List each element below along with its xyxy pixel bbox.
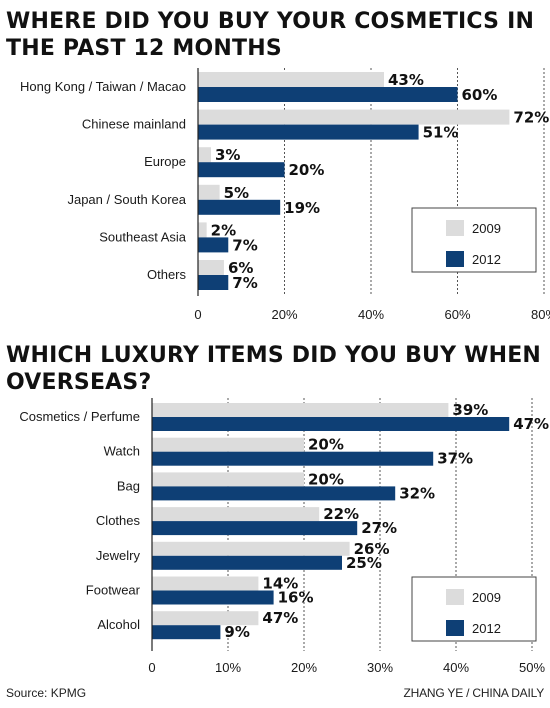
chart-2-title: WHICH LUXURY ITEMS DID YOU BUY WHEN OVER…: [6, 343, 542, 395]
category-label: Clothes: [96, 513, 141, 528]
bar-2009: [152, 507, 320, 522]
x-tick-label: 80%: [531, 307, 550, 322]
value-label-2012: 7%: [232, 274, 257, 292]
x-tick-label: 40%: [443, 660, 469, 675]
category-label: Footwear: [86, 583, 141, 598]
bar-2012: [152, 625, 221, 640]
bar-2009: [152, 437, 304, 452]
category-label: Alcohol: [97, 617, 140, 632]
value-label-2009: 22%: [323, 505, 359, 523]
bar-2009: [198, 260, 224, 275]
bar-2012: [152, 590, 274, 605]
value-label-2009: 39%: [452, 401, 488, 419]
bar-2009: [152, 403, 449, 417]
bar-2012: [198, 199, 281, 215]
x-tick-label: 40%: [358, 307, 384, 322]
bar-2009: [198, 72, 384, 87]
bar-2012: [198, 162, 285, 178]
x-tick-label: 10%: [215, 660, 241, 675]
value-label-2009: 43%: [388, 71, 424, 89]
category-label: Chinese mainland: [82, 117, 186, 132]
legend-swatch-2012: [446, 251, 464, 267]
category-label: Japan / South Korea: [67, 192, 186, 207]
category-label: Jewelry: [96, 548, 141, 563]
category-label: Hong Kong / Taiwan / Macao: [20, 79, 186, 94]
legend-swatch-2009: [446, 220, 464, 236]
credit-line: ZHANG YE / CHINA DAILY: [403, 686, 544, 700]
legend-label-2012: 2012: [472, 252, 501, 267]
x-tick-label: 20%: [291, 660, 317, 675]
bar-2012: [152, 521, 358, 536]
value-label-2012: 32%: [399, 484, 435, 502]
value-label-2012: 16%: [278, 589, 314, 607]
value-label-2012: 7%: [232, 236, 257, 254]
category-label: Others: [147, 267, 187, 282]
value-label-2009: 20%: [308, 470, 344, 488]
bar-2012: [198, 124, 419, 140]
bar-2009: [152, 541, 350, 556]
value-label-2012: 60%: [462, 86, 498, 104]
value-label-2012: 37%: [437, 450, 473, 468]
value-label-2009: 14%: [262, 575, 298, 593]
value-label-2009: 47%: [262, 609, 298, 627]
value-label-2012: 19%: [284, 199, 320, 217]
category-label: Watch: [104, 444, 140, 459]
chart-1-title: WHERE DID YOU BUY YOUR COSMETICS IN THE …: [6, 9, 535, 61]
category-label: Bag: [117, 478, 140, 493]
value-label-2009: 2%: [211, 221, 236, 239]
value-label-2012: 51%: [423, 124, 459, 142]
bar-2009: [152, 611, 259, 626]
bar-2009: [152, 472, 304, 487]
bar-2012: [152, 417, 510, 431]
legend-swatch-2009: [446, 589, 464, 605]
x-tick-label: 20%: [271, 307, 297, 322]
bar-2012: [152, 555, 342, 570]
bar-2009: [198, 222, 207, 238]
value-label-2009: 26%: [354, 540, 390, 558]
bar-2009: [198, 147, 211, 163]
x-tick-label: 0: [194, 307, 201, 322]
value-label-2009: 6%: [228, 259, 253, 277]
x-tick-label: 60%: [444, 307, 470, 322]
bar-2012: [152, 451, 434, 466]
bar-2012: [198, 275, 229, 290]
legend-box: [411, 207, 537, 273]
value-label-2012: 25%: [346, 554, 382, 572]
value-label-2012: 9%: [224, 623, 249, 641]
category-label: Cosmetics / Perfume: [19, 409, 140, 424]
legend-box: [411, 576, 537, 642]
x-tick-label: 50%: [519, 660, 545, 675]
chart-1-plot: Hong Kong / Taiwan / Macao 43% 60% Chinese …: [20, 68, 550, 322]
value-label-2009: 20%: [308, 436, 344, 454]
category-label: Europe: [144, 154, 186, 169]
x-tick-label: 0: [148, 660, 155, 675]
bar-2012: [198, 237, 229, 253]
bar-2009: [198, 109, 510, 125]
value-label-2012: 20%: [289, 161, 325, 179]
legend-label-2009: 2009: [472, 590, 501, 605]
bar-2012: [198, 87, 458, 102]
bar-2009: [152, 576, 259, 591]
bar-2009: [198, 184, 220, 200]
legend-swatch-2012: [446, 620, 464, 636]
source-note: Source: KPMG: [6, 686, 87, 700]
value-label-2009: 5%: [224, 184, 249, 202]
value-label-2012: 27%: [361, 519, 397, 537]
bar-2012: [152, 486, 396, 501]
value-label-2012: 47%: [513, 415, 549, 433]
chart-2-plot: Cosmetics / Perfume 39% 47% Watch 20% 37% Bag 2…: [19, 398, 549, 675]
legend-label-2009: 2009: [472, 221, 501, 236]
value-label-2009: 72%: [513, 109, 549, 127]
x-tick-label: 30%: [367, 660, 393, 675]
value-label-2009: 3%: [215, 146, 240, 164]
legend-label-2012: 2012: [472, 621, 501, 636]
category-label: Southeast Asia: [99, 229, 186, 244]
